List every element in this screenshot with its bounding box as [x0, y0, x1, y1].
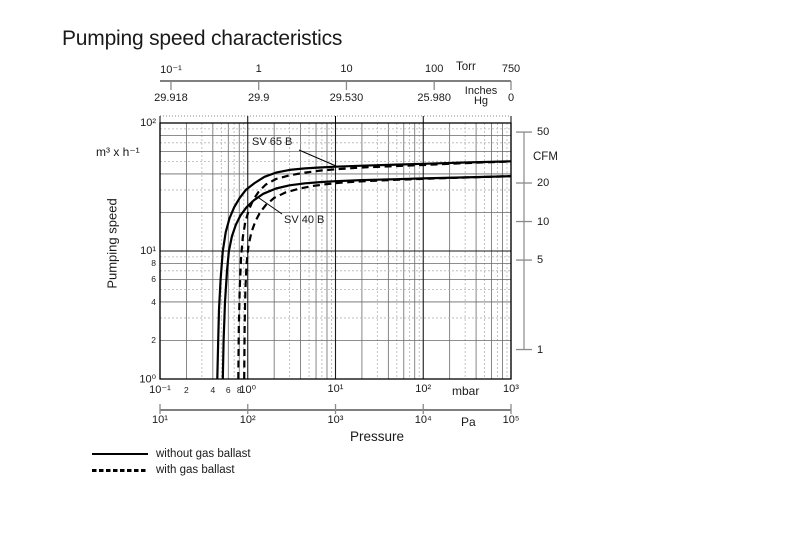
mbar-tick-label: 10²: [415, 383, 432, 395]
torr-tick-label: 1: [255, 63, 262, 75]
solid-line-swatch: [92, 452, 148, 456]
torr-tick-label: 100: [425, 63, 444, 75]
pa-tick-label: 10¹: [152, 414, 168, 426]
y-axis-title: Pumping speed: [104, 198, 120, 289]
pa-unit-label: Pa: [461, 415, 476, 429]
m3h-minor-tick-label: 8: [151, 258, 156, 269]
leader-sv65b: [298, 149, 337, 167]
curve-sv65b-dashed: [237, 160, 512, 380]
page-title: Pumping speed characteristics: [62, 27, 343, 50]
pa-tick-label: 10⁴: [414, 414, 432, 426]
mbar-unit-label: mbar: [452, 384, 480, 398]
legend-item-with-gas-ballast: with gas ballast: [92, 462, 251, 478]
mbar-minor-tick-label: 2: [184, 385, 189, 395]
m3h-tick-label: 10⁰: [139, 373, 156, 386]
m3h-tick-label: 10²: [140, 117, 156, 129]
curve-label-sv40b: SV 40 B: [284, 214, 325, 226]
inches-hg-tick-label: 25.980: [417, 92, 452, 104]
legend-item-without-gas-ballast: without gas ballast: [92, 446, 251, 462]
torr-tick-label: 10⁻¹: [160, 64, 182, 76]
cfm-tick-label: 20: [537, 177, 550, 189]
y-axis-unit-label: m³ x h⁻¹: [96, 145, 140, 159]
pa-tick-label: 10⁵: [502, 414, 520, 426]
inches-hg-tick-label: 29.9: [247, 92, 270, 104]
cfm-tick-label: 1: [537, 343, 544, 356]
mbar-tick-label: 10³: [503, 383, 519, 395]
curve-label-sv65b: SV 65 B: [252, 136, 293, 148]
legend-label: without gas ballast: [156, 448, 251, 460]
m3h-minor-tick-label: 6: [151, 274, 156, 285]
mbar-minor-tick-label: 6: [225, 385, 231, 395]
mbar-tick-label: 10⁻¹: [149, 384, 171, 396]
inches-hg-unit-label: Inches Hg: [464, 85, 498, 107]
torr-tick-label: 10: [340, 63, 353, 75]
cfm-tick-label: 10: [537, 215, 550, 228]
pa-tick-label: 10³: [327, 414, 344, 426]
torr-unit-label: Torr: [456, 61, 476, 73]
torr-tick-label: 750: [501, 63, 521, 75]
curve-sv65b-solid: [216, 160, 512, 380]
curve-sv40b-solid: [221, 175, 512, 380]
mbar-tick-label: 10¹: [327, 383, 344, 395]
mbar-tick-label: 10⁰: [239, 384, 257, 396]
leader-sv40b: [258, 197, 283, 215]
inches-hg-tick-label: 0: [507, 92, 515, 104]
m3h-tick-label: 10¹: [140, 245, 156, 257]
x-axis-title: Pressure: [349, 429, 405, 444]
inches-hg-tick-label: 29.530: [329, 92, 364, 104]
m3h-minor-tick-label: 4: [151, 296, 156, 307]
mbar-minor-tick-label: 4: [210, 385, 216, 395]
dashed-line-swatch: [92, 468, 148, 472]
legend-label: with gas ballast: [156, 464, 235, 476]
pa-tick-label: 10²: [239, 414, 256, 426]
chart-legend: without gas ballast with gas ballast: [92, 446, 251, 478]
m3h-minor-tick-label: 2: [151, 335, 156, 346]
mbar-minor-tick-label: 8: [236, 385, 242, 395]
cfm-unit-label: CFM: [533, 151, 558, 163]
cfm-tick-label: 50: [537, 126, 550, 139]
cfm-tick-label: 5: [537, 254, 544, 267]
curve-sv40b-dashed: [243, 175, 512, 380]
inches-hg-tick-label: 29.918: [154, 92, 188, 104]
